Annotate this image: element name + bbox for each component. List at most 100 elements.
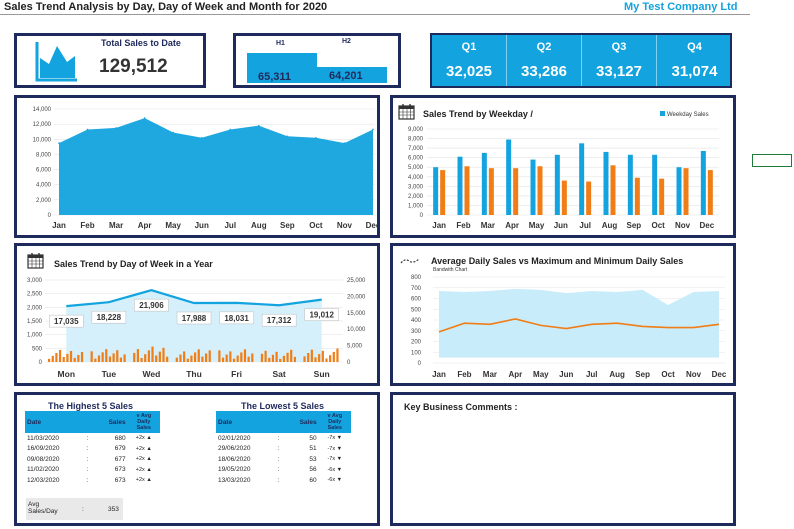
daily-bar <box>282 355 285 362</box>
x-tick-label: Aug <box>602 221 618 230</box>
col-vs-avg: v Avg Daily Sales <box>127 411 160 433</box>
x-tick-label: Thu <box>186 369 202 379</box>
daily-bar <box>310 349 313 362</box>
table-row: 18/06/2020:53 -7x ▼ <box>218 455 343 463</box>
y-tick-label: 700 <box>411 286 422 292</box>
daily-bar <box>162 347 165 362</box>
y-tick-label: 1,500 <box>27 319 43 325</box>
daily-bar <box>97 355 101 362</box>
daily-bar <box>69 350 73 362</box>
x-tick-label: Dec <box>712 370 727 379</box>
h1-label: H1 <box>276 40 285 47</box>
y-tick-label: 8,000 <box>408 137 424 143</box>
y-tick-label: 14,000 <box>33 107 52 113</box>
q3-value: 33,127 <box>596 63 642 80</box>
bar <box>627 154 633 215</box>
x-tick-label: Jan <box>432 221 446 230</box>
bar <box>652 154 658 215</box>
top-bottom-panel: The Highest 5 Sales The Lowest 5 Sales D… <box>14 392 380 526</box>
dow-chart-title-text: Sales Trend by Day of Week in a Year <box>54 259 213 269</box>
col-sales: Sales <box>95 411 128 433</box>
bar <box>634 177 640 215</box>
y-tick-label: 3,000 <box>408 184 424 190</box>
y2-tick-label: 5,000 <box>347 344 363 350</box>
data-point <box>372 128 374 131</box>
table-row: 02/01/2020:50 -7x ▼ <box>218 434 343 442</box>
x-tick-label: Feb <box>457 370 471 379</box>
daily-bar <box>94 358 97 362</box>
x-tick-label: Wed <box>143 369 161 379</box>
daily-bar <box>90 351 93 362</box>
lowest-title: The Lowest 5 Sales <box>241 401 325 411</box>
y-tick-label: 200 <box>411 340 422 346</box>
total-label: 17,312 <box>267 316 292 325</box>
y-tick-label: 12,000 <box>33 122 52 128</box>
bar <box>603 151 609 215</box>
y-tick-label: 6,000 <box>408 156 424 162</box>
data-point <box>315 136 317 139</box>
data-point <box>258 124 260 127</box>
daily-bar <box>275 351 278 362</box>
y-tick-label: 10,000 <box>33 137 52 143</box>
y-tick-label: 400 <box>411 318 422 324</box>
bar <box>676 167 682 215</box>
daily-bar <box>329 355 332 362</box>
daily-bar <box>66 353 69 362</box>
y-tick-label: 500 <box>411 307 422 313</box>
x-tick-label: Jun <box>559 370 573 379</box>
avg-daily-chart: 0 100 200 300 400 500 600 700 800 Jan Feb Mar Apr May… <box>411 275 727 379</box>
daily-bar <box>247 356 250 362</box>
halves-card: H1 H2 65,311 64,201 <box>233 33 401 88</box>
daily-bar <box>186 358 189 362</box>
daily-bar <box>147 350 150 362</box>
bar <box>433 167 439 215</box>
data-point <box>86 128 89 131</box>
page-title: Sales Trend Analysis by Day, Day of Week… <box>4 1 328 13</box>
daily-bar <box>179 354 182 362</box>
y-tick-label: 1,000 <box>408 203 424 209</box>
x-tick-label: May <box>533 370 549 379</box>
title-divider <box>0 14 750 15</box>
area-chart-icon <box>35 42 77 82</box>
daily-bar <box>80 351 84 362</box>
y-tick-label: 500 <box>32 346 43 352</box>
y-tick-label: 6,000 <box>36 168 52 174</box>
q3-cell: Q3 33,127 <box>582 35 657 86</box>
totals-line <box>66 289 322 308</box>
daily-bar <box>236 355 239 362</box>
x-tick-label: Apr <box>138 221 152 230</box>
q4-value: 31,074 <box>671 63 718 80</box>
y-tick-label: 600 <box>411 297 422 303</box>
calendar-icon <box>27 253 44 269</box>
x-tick-label: Aug <box>251 221 267 230</box>
q4-cell: Q4 31,074 <box>657 35 732 86</box>
daily-bar <box>201 356 204 362</box>
total-label-box <box>134 298 169 312</box>
daily-bar <box>112 353 115 362</box>
selected-cell[interactable] <box>752 154 792 167</box>
daily-bar <box>260 353 264 362</box>
total-sales-label: Total Sales to Date <box>101 38 181 48</box>
y-tick-label: 0 <box>418 361 422 367</box>
legend-label: Weekday Sales <box>667 112 709 118</box>
daily-bar <box>175 357 178 362</box>
q2-cell: Q2 33,286 <box>507 35 582 86</box>
daily-bar <box>144 354 147 362</box>
weekday-legend: Weekday Sales <box>660 111 709 118</box>
avg-sales-label: Avg Sales/Day <box>28 501 58 515</box>
h2-value: 64,201 <box>329 70 363 82</box>
daily-bar <box>286 352 289 362</box>
x-tick-label: Mar <box>483 370 497 379</box>
daily-bar <box>73 357 76 362</box>
daily-bar <box>314 357 317 362</box>
y-tick-label: 800 <box>411 275 422 281</box>
highest-title: The Highest 5 Sales <box>48 401 134 411</box>
x-tick-label: Jul <box>224 221 236 230</box>
h1-value: 65,311 <box>258 71 292 83</box>
x-tick-label: Feb <box>80 221 94 230</box>
data-point <box>229 128 232 131</box>
bar <box>561 180 567 215</box>
total-label: 17,035 <box>54 317 79 326</box>
y-tick-label: 9,000 <box>408 127 424 133</box>
x-tick-label: Dec <box>699 221 714 230</box>
